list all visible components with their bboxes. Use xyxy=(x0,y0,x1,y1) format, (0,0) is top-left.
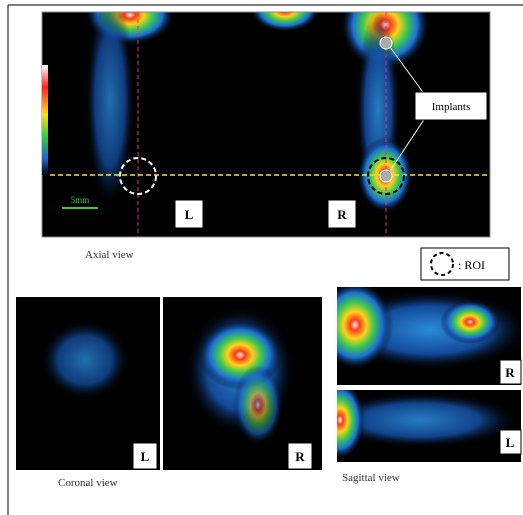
caption: Sagittal view xyxy=(342,472,400,484)
side-text: L xyxy=(506,435,515,450)
annotation: Implants xyxy=(432,101,471,113)
legend-label: : ROI xyxy=(458,258,485,272)
caption: Coronal view xyxy=(58,477,118,489)
sagittal-top-image xyxy=(317,280,523,385)
sagittal-bottom-image xyxy=(315,380,521,462)
side-text: R xyxy=(295,449,305,464)
caption: Axial view xyxy=(85,249,134,261)
annotation-box: Implants xyxy=(415,92,487,120)
side-text: R xyxy=(505,365,515,380)
implant-marker xyxy=(380,170,392,182)
side-text: L xyxy=(185,207,194,222)
scale-bar-label: 5mm xyxy=(71,195,90,205)
page: Implants 5mm L R Axial view : ROI L R Co… xyxy=(0,0,523,515)
color-bar xyxy=(42,65,48,175)
side-text: L xyxy=(141,449,150,464)
figure: Implants 5mm L R Axial view : ROI L R Co… xyxy=(0,0,523,515)
side-text: R xyxy=(337,207,347,222)
